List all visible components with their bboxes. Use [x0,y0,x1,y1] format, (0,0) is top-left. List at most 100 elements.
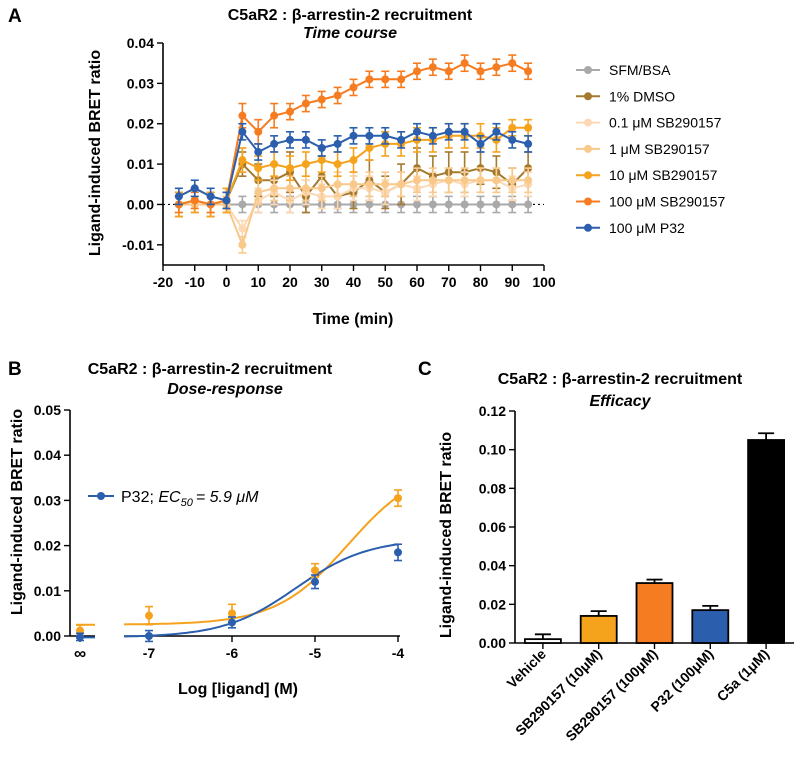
panel-c-x-tick-label: Vehicle [504,646,550,692]
panel-b-annotation-text: P32; EC50 = 5.9 μM [121,489,259,509]
panel-a-data-point [254,127,263,136]
panel-a-data-point [349,131,358,140]
panel-a-data-point [365,75,374,84]
panel-a-series-group [174,54,533,254]
panel-b-fit-curve-p32 [124,543,399,638]
panel-a-data-point [301,99,310,108]
legend-marker-sfm-bsa [584,66,592,74]
panel-a-data-point [460,200,469,209]
panel-a-y-tick-label: 0.03 [127,75,154,91]
panel-a-data-point [508,135,517,144]
panel-a-x-tick-label: 80 [473,274,489,290]
panel-a-data-point [492,63,501,72]
panel-b-subtitle: Dose-response [167,381,283,398]
legend-marker-100-um-sb290157 [584,197,592,206]
panel-a-x-tick-label: 30 [314,274,330,290]
panel-b-series-p32 [76,543,402,643]
legend-label-10-um-sb290157: 10 μM SB290157 [609,167,718,183]
panel-a-y-tick-label: -0.01 [122,237,154,253]
legend-label-100-um-p32: 100 μM P32 [609,220,685,236]
panel-a-y-tick-label: 0.00 [127,196,154,212]
panel-c-x-tick-label: SB290157 (100μM) [562,646,660,744]
panel-b-data-point [394,494,402,503]
panel-c-y-tick-label: 0.08 [479,480,506,496]
panel-a-data-point [508,200,517,209]
panel-c-efficacy: C C5aR2 : β-arrestin-2 recruitment Effic… [418,359,794,744]
panel-a-data-point [365,143,374,152]
panel-a-subtitle: Time course [303,25,397,42]
panel-b-axes: 0.00 0.01 0.02 0.03 0.04 0.05 ∞ -7 -6 -5 -4 [34,402,405,663]
panel-b-series-group [76,489,402,643]
panel-a-data-point [238,200,247,209]
panel-a-data-point [444,127,453,136]
panel-c-bar-sb290157-100um [635,582,674,644]
panel-c-title: C5aR2 : β-arrestin-2 recruitment [498,371,743,388]
panel-a-data-point [428,176,437,185]
panel-a-data-point [492,176,501,185]
panel-a-data-point [333,160,342,169]
panel-b-x-tick-label: -4 [392,645,405,661]
panel-a-x-tick-label: 0 [223,274,231,290]
panel-a-data-point [413,127,421,136]
panel-a-data-point [286,164,294,173]
panel-a-series-100-um-p32 [174,122,533,210]
panel-a-data-point [381,131,390,140]
panel-b-x-tick-label-infinity: ∞ [74,644,86,663]
panel-a-data-point [524,176,533,185]
panel-a-letter: A [8,6,22,27]
panel-a-data-point [301,135,310,144]
panel-a-data-point [333,180,342,189]
panel-a-data-point [508,123,517,132]
panel-b-letter: B [8,359,22,380]
panel-a-data-point [444,176,453,185]
panel-a-data-point [333,139,342,148]
panel-b-data-point [311,566,319,575]
panel-a-data-point [476,176,485,185]
panel-a-x-axis-label: Time (min) [313,311,394,328]
panel-a-data-point [381,180,390,189]
panel-b-y-tick-label: 0.05 [34,402,61,418]
panel-b-data-point [228,609,236,618]
panel-a-data-point [397,75,406,84]
panel-a-data-point [524,200,533,209]
panel-c-y-tick-label: 0.06 [479,519,506,535]
panel-c-y-tick-label: 0.12 [479,403,506,419]
panel-a-data-point [349,180,358,189]
panel-a-data-point [381,75,390,84]
panel-a-data-point [317,95,326,104]
panel-b-y-axis-label: Ligand-induced BRET ratio [9,409,26,615]
panel-a-data-point [317,184,326,193]
panel-b-annotation: P32; EC50 = 5.9 μM [88,489,259,509]
panel-a-data-point [317,156,326,165]
panel-a-data-point [254,147,263,156]
panel-b-y-tick-label: 0.04 [34,447,61,463]
panel-a-data-point [270,184,279,193]
panel-c-bar-sb290157-10um [579,615,618,644]
panel-b-y-tick-label: 0.00 [34,628,61,644]
panel-c-bar-c5a-1um [747,439,785,644]
panel-a-data-point [492,200,501,209]
panel-a-x-tick-label: 90 [504,274,520,290]
panel-a-x-tick-label: 20 [282,274,298,290]
panel-a-data-point [524,67,533,76]
panel-a-data-point [444,200,453,209]
panel-a-data-point [413,200,421,209]
panel-a-x-tick-label: 10 [250,274,266,290]
panel-a-axes: -0.01 0.00 0.01 0.02 0.03 0.04 -20 -10 0 10 20 30 40… [122,35,556,290]
panel-a-data-point [428,131,437,140]
panel-a-data-point [238,127,247,136]
panel-a-data-point [524,123,533,132]
panel-a-x-tick-label: 50 [377,274,393,290]
panel-a-data-point [460,176,469,185]
panel-a-data-point [206,192,215,201]
panel-a-data-point [365,131,374,140]
panel-a-y-tick-label: 0.01 [127,156,154,172]
panel-a-data-point [270,139,279,148]
panel-a-data-point [286,135,294,144]
panel-a-data-point [365,200,374,209]
panel-c-y-tick-label: 0.10 [479,442,506,458]
panel-a-data-point [238,156,247,165]
panel-a-data-point [476,67,485,76]
